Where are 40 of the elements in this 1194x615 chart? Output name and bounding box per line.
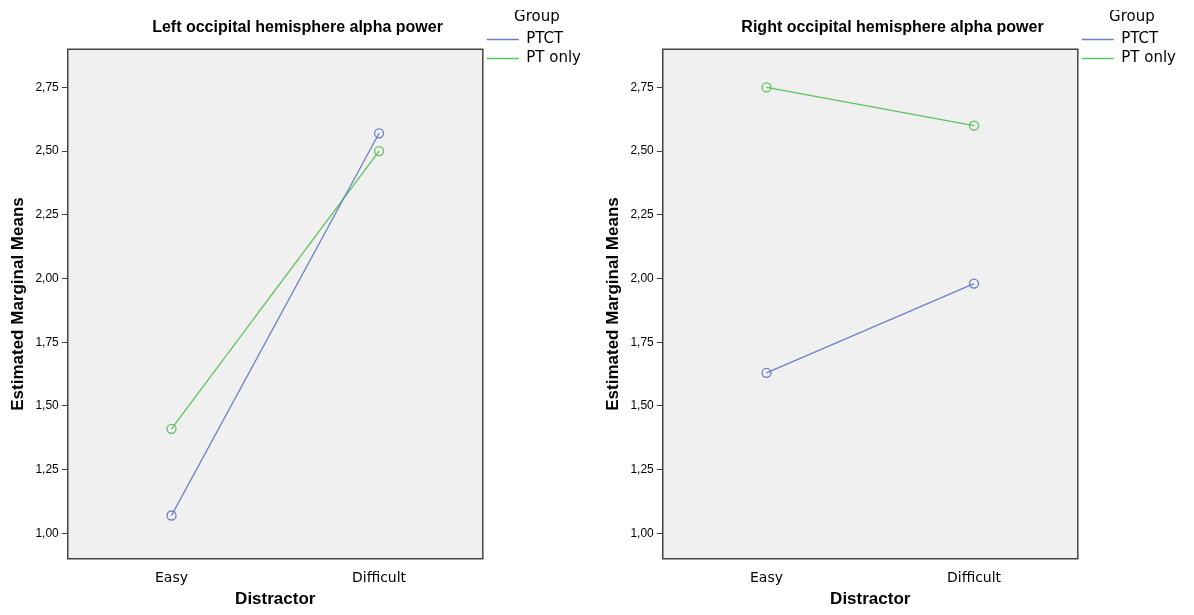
y-tick-label: 1,00 bbox=[35, 525, 60, 540]
legend-label: PT only bbox=[1121, 48, 1177, 67]
y-tick-label: 1,25 bbox=[35, 461, 60, 476]
chart-title: Right occipital hemisphere alpha power bbox=[741, 18, 1044, 36]
point bbox=[761, 82, 772, 93]
y-tick-label: 1,50 bbox=[630, 398, 655, 413]
chart-title: Left occipital hemisphere alpha power bbox=[152, 18, 443, 36]
y-tick-label: 2,00 bbox=[35, 270, 60, 285]
y-tick-label: 1,75 bbox=[630, 334, 655, 349]
y-tick-label: 1,75 bbox=[35, 334, 60, 349]
y-axis-title: Estimated Marginal Means bbox=[7, 197, 27, 411]
y-tick-label: 2,75 bbox=[35, 79, 60, 94]
legend-label: PT only bbox=[526, 48, 582, 67]
point bbox=[373, 145, 385, 157]
y-tick-label: 1,00 bbox=[630, 525, 655, 540]
point bbox=[968, 278, 980, 289]
point bbox=[166, 510, 177, 521]
x-tick-label: Easy bbox=[750, 568, 784, 585]
y-tick-label: 1,50 bbox=[35, 398, 60, 413]
y-tick-label: 2,50 bbox=[630, 143, 655, 158]
legend-title: Group bbox=[1109, 7, 1155, 26]
y-axis-title: Estimated Marginal Means bbox=[602, 197, 622, 411]
y-tick-label: 2,50 bbox=[35, 143, 60, 158]
legend-title: Group bbox=[514, 7, 560, 26]
x-tick-label: Easy bbox=[155, 568, 189, 585]
legend-label: PTCT bbox=[1121, 29, 1160, 48]
point bbox=[761, 367, 772, 378]
y-tick-label: 2,00 bbox=[630, 270, 655, 285]
y-tick-label: 1,25 bbox=[630, 461, 655, 476]
point bbox=[968, 120, 980, 131]
x-tick-label: Difficult bbox=[946, 568, 1002, 585]
x-tick-label: Difficult bbox=[351, 568, 407, 585]
point bbox=[166, 423, 177, 434]
legend-label: PTCT bbox=[526, 29, 565, 48]
y-tick-label: 2,25 bbox=[35, 207, 60, 222]
point bbox=[373, 128, 385, 139]
y-tick-label: 2,75 bbox=[630, 79, 655, 94]
x-axis-title: Distractor bbox=[830, 589, 911, 609]
x-axis-title: Distractor bbox=[235, 589, 316, 609]
y-tick-label: 2,25 bbox=[630, 207, 655, 222]
